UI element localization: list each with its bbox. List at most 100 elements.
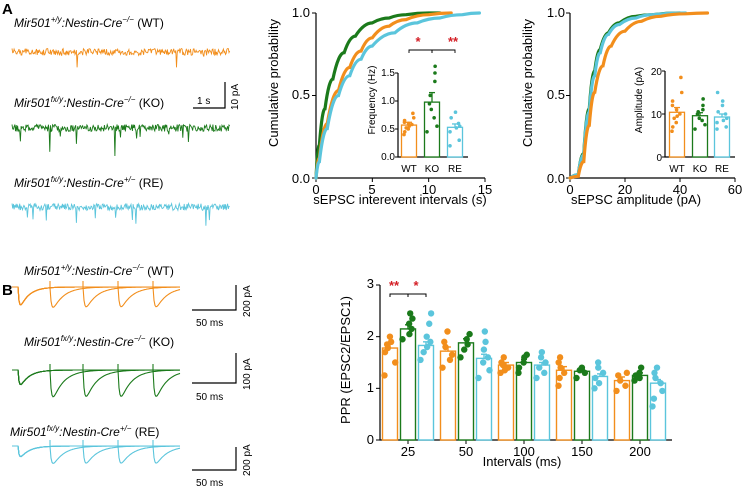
inset1-point-wt: [411, 116, 416, 120]
inset2-point-wt: [670, 125, 675, 129]
inset2-point-wt: [678, 112, 682, 116]
inset2-point-re: [716, 110, 720, 114]
scalebar-a: [193, 82, 226, 109]
ppr-point-ko: [636, 369, 643, 377]
scalebar-b-ko-amp: 100 pA: [242, 358, 253, 390]
ppr-point-re: [479, 359, 487, 366]
spontaneous-traces: [11, 47, 231, 226]
cdf1-ytick-1: 0.5: [292, 87, 310, 102]
scalebar-b-wt: [192, 285, 237, 311]
ppr-point-re: [541, 369, 548, 377]
ppr-point-wt: [386, 333, 394, 340]
inset2-point-ko: [701, 97, 705, 101]
chart-cdf-interval: [312, 11, 486, 182]
ppr-point-re: [480, 346, 488, 353]
cdf1-ytick-0: 0.0: [292, 171, 310, 186]
inset1-point-re: [456, 121, 461, 126]
inset1-point-ko: [433, 71, 437, 75]
scalebar-b-ko: [192, 353, 237, 384]
ppr-point-wt: [556, 354, 564, 361]
ppr-ytick-1: 1: [367, 380, 374, 395]
cdf2-series-ko: [568, 11, 682, 180]
inset2-point-re: [715, 127, 719, 131]
inset1-point-re: [457, 138, 461, 142]
ppr-sig-wt-ko: **: [389, 278, 400, 293]
inset2-ytick-2: 20: [651, 67, 663, 78]
ppr-point-re: [536, 364, 543, 371]
ppr-point-re: [649, 403, 656, 410]
inset2-point-ko: [696, 110, 701, 114]
evoked-sweep-wt: [12, 286, 181, 308]
cdf2-xtick-2: 40: [673, 182, 687, 197]
ppr-point-ko: [461, 346, 468, 353]
cdf1-series-re: [314, 11, 481, 180]
ppr-point-re: [659, 387, 666, 395]
ppr-point-re: [591, 385, 598, 392]
inset1-sig-bracket: [431, 49, 456, 53]
trace-label-re: Mir501fx/y:Nestin-Cre+/− (RE): [14, 175, 163, 190]
inset1-sig-wt-ko: *: [415, 34, 421, 49]
inset1-point-ko: [433, 79, 437, 84]
inset2-ytick-0: 0: [656, 153, 662, 164]
inset2-point-wt: [670, 129, 674, 133]
ppr-point-wt: [555, 359, 562, 366]
inset2-ytick-1: 10: [651, 110, 663, 121]
ppr-point-re: [481, 328, 489, 335]
ppr-point-wt: [556, 374, 563, 382]
cdf-amplitude-xlabel: sEPSC amplitude (pA): [571, 192, 701, 207]
ppr-point-wt: [387, 338, 395, 346]
cdf2-xtick-0: 0: [566, 182, 573, 197]
ppr-point-wt: [504, 364, 512, 371]
ppr-point-re: [599, 369, 607, 377]
inset1-point-wt: [402, 130, 407, 134]
inset1-point-ko: [429, 107, 434, 112]
ppr-point-re: [537, 354, 545, 361]
ppr-point-ko: [408, 325, 415, 333]
ppr-point-re: [651, 369, 658, 377]
inset2-cat-ko: KO: [693, 164, 708, 175]
ppr-ytick-3: 3: [367, 276, 374, 291]
scalebar-a-time: 1 s: [197, 96, 210, 107]
ppr-sig-bracket: [407, 293, 427, 297]
ppr-point-ko: [573, 374, 580, 382]
scalebar-b-re-amp: 200 pA: [242, 444, 253, 476]
ppr-point-re: [592, 374, 599, 382]
ppr-point-wt: [613, 387, 620, 395]
inset2-point-re: [724, 125, 728, 129]
cdf1-series-ko: [314, 11, 442, 180]
inset1-point-re: [449, 116, 453, 120]
ppr-point-wt: [500, 354, 507, 361]
ppr-point-ko: [466, 330, 473, 338]
inset1-ytick-1: 0.5: [381, 124, 395, 135]
cdf1-xtick-2: 10: [422, 182, 436, 197]
inset1-point-re: [454, 126, 459, 130]
ppr-point-wt: [448, 351, 456, 358]
inset1-point-wt: [410, 122, 414, 127]
scalebar-b-wt-time: 50 ms: [196, 318, 223, 329]
ppr-bar-ko: [573, 370, 591, 441]
ppr-point-wt: [441, 338, 448, 346]
panel-b-label: B: [2, 282, 13, 299]
ppr-point-re: [533, 374, 540, 382]
ppr-cat-50: 50: [459, 444, 473, 459]
ppr-point-wt: [623, 369, 631, 377]
inset-frequency-ylabel: Frequency (Hz): [367, 66, 378, 135]
trace-label-wt: Mir501+/y:Nestin-Cre−/− (WT): [14, 15, 164, 30]
ppr-point-re: [417, 356, 424, 364]
chart-inset-amplitude: [662, 70, 735, 158]
ppr-ytick-2: 2: [367, 328, 374, 343]
inset1-point-wt: [406, 121, 411, 126]
inset2-point-wt: [670, 103, 675, 108]
ppr-point-re: [427, 310, 435, 317]
inset2-point-wt: [674, 107, 679, 112]
inset2-point-wt: [674, 120, 679, 125]
evoked-label-ko: Mir501fx/y:Nestin-Cre−/− (KO): [24, 334, 174, 349]
inset1-point-re: [448, 144, 452, 148]
ppr-point-re: [650, 395, 658, 402]
ppr-point-wt: [446, 356, 454, 364]
ppr-point-wt: [391, 359, 399, 366]
inset2-bar-ko: [691, 115, 709, 158]
inset2-point-re: [724, 116, 729, 121]
ppr-point-wt: [622, 382, 629, 389]
